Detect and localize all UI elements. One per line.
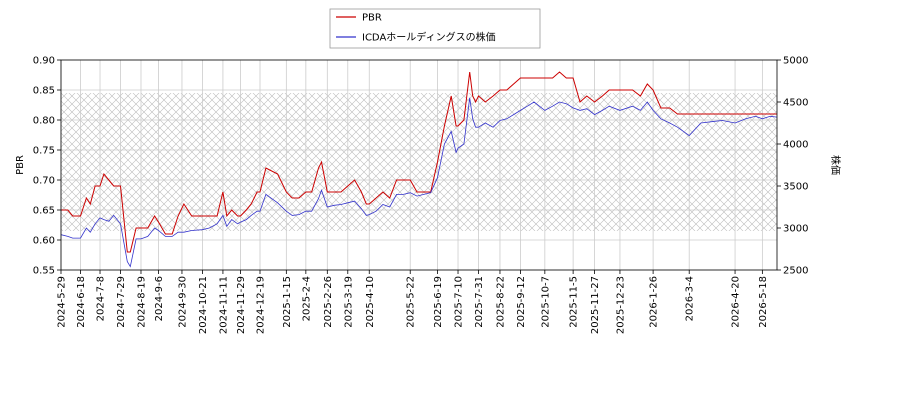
x-tick-label: 2025-7-10 bbox=[454, 276, 465, 328]
x-tick-label: 2026-1-26 bbox=[649, 276, 660, 328]
x-tick-label: 2025-8-22 bbox=[495, 276, 506, 328]
legend-label-pbr: PBR bbox=[362, 13, 382, 24]
x-tick-label: 2024-8-19 bbox=[136, 276, 147, 328]
left-axis-label: PBR bbox=[15, 155, 26, 175]
legend-box bbox=[329, 8, 541, 49]
left-tick-label: 0.80 bbox=[33, 116, 55, 127]
x-tick-label: 2025-11-5 bbox=[569, 276, 580, 328]
series-layer bbox=[61, 71, 777, 268]
x-tick-label: 2024-9-30 bbox=[177, 276, 188, 328]
x-tick-label: 2025-10-7 bbox=[540, 276, 551, 328]
x-axis: 2024-5-29 2024-6-18 2024-7-8 2024-7-29 2024-… bbox=[57, 270, 769, 334]
legend-label-price: ICDAホールディングスの株価 bbox=[362, 31, 496, 44]
x-tick-label: 2026-5-18 bbox=[758, 276, 769, 328]
series-line-pbr bbox=[61, 71, 777, 253]
right-tick-label: 5000 bbox=[783, 56, 808, 67]
x-tick-label: 2025-5-22 bbox=[406, 276, 417, 328]
x-tick-label: 2024-6-18 bbox=[76, 276, 87, 328]
x-tick-label: 2025-1-15 bbox=[282, 276, 293, 328]
left-tick-label: 0.85 bbox=[33, 86, 55, 97]
right-tick-label: 3000 bbox=[783, 224, 808, 235]
left-axis: 0.55 0.60 0.65 0.70 0.75 0.80 0.85 0.90 bbox=[33, 56, 61, 277]
right-tick-label: 4500 bbox=[783, 98, 808, 109]
hatched-band bbox=[61, 93, 777, 231]
right-tick-label: 4000 bbox=[783, 140, 808, 151]
left-tick-label: 0.75 bbox=[33, 146, 55, 157]
x-tick-label: 2025-11-27 bbox=[590, 276, 601, 334]
plot-frame bbox=[60, 59, 778, 271]
x-tick-label: 2026-3-4 bbox=[685, 276, 696, 321]
left-tick-label: 0.90 bbox=[33, 56, 55, 67]
x-tick-label: 2026-4-20 bbox=[731, 276, 742, 328]
right-tick-label: 3500 bbox=[783, 182, 808, 193]
x-tick-label: 2024-7-29 bbox=[116, 276, 127, 328]
x-tick-label: 2025-6-19 bbox=[433, 276, 444, 328]
x-tick-label: 2024-5-29 bbox=[57, 276, 68, 328]
right-axis: 2500 3000 3500 4000 4500 5000 bbox=[777, 56, 808, 277]
x-tick-label: 2024-9-6 bbox=[154, 276, 165, 321]
x-tick-label: 2024-10-21 bbox=[198, 276, 209, 334]
x-tick-label: 2025-2-26 bbox=[323, 276, 334, 328]
left-tick-label: 0.55 bbox=[33, 266, 55, 277]
left-tick-label: 0.60 bbox=[33, 236, 55, 247]
x-tick-label: 2024-11-29 bbox=[236, 276, 247, 334]
x-tick-label: 2025-9-12 bbox=[516, 276, 527, 328]
x-tick-label: 2024-12-19 bbox=[255, 276, 266, 334]
x-tick-label: 2024-11-11 bbox=[218, 276, 229, 334]
series-line-price bbox=[61, 97, 777, 268]
x-tick-label: 2024-7-8 bbox=[96, 276, 107, 321]
right-axis-label: 株価 bbox=[829, 155, 842, 175]
left-tick-label: 0.65 bbox=[33, 206, 55, 217]
left-tick-label: 0.70 bbox=[33, 176, 55, 187]
x-tick-label: 2025-4-10 bbox=[365, 276, 376, 328]
x-tick-label: 2025-3-19 bbox=[343, 276, 354, 328]
x-tick-label: 2025-12-23 bbox=[615, 276, 626, 334]
right-tick-label: 2500 bbox=[783, 266, 808, 277]
legend: PBR ICDAホールディングスの株価 bbox=[329, 8, 541, 49]
x-tick-label: 2025-7-31 bbox=[474, 276, 485, 328]
x-tick-label: 2025-2-4 bbox=[301, 276, 312, 321]
